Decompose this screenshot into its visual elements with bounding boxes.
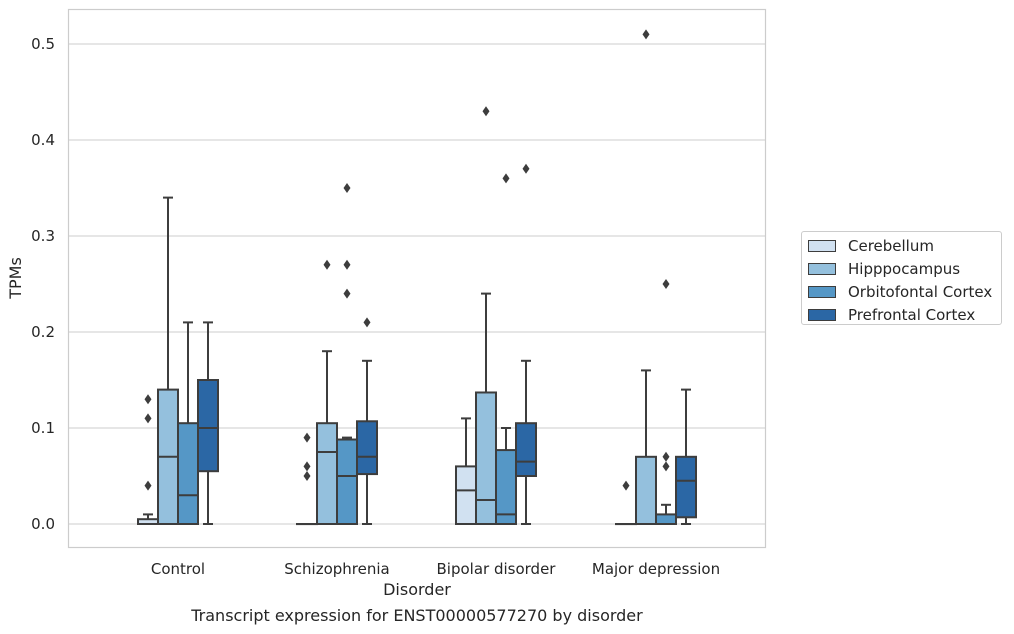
outlier-point [343,288,351,299]
legend-label: Hipppocampus [848,260,961,278]
x-tick-label: Schizophrenia [284,560,389,578]
y-axis-label: TPMs [6,257,25,300]
legend-label: Orbitofontal Cortex [848,283,993,301]
box-hipppocampus [316,422,338,526]
outlier-point [144,480,152,491]
outlier-point [303,432,311,443]
legend-item: Cerebellum [808,237,934,255]
legend-swatch [808,263,836,275]
box-orbitofontal-cortex [655,513,677,526]
outlier-point [144,394,152,405]
outlier-point [144,413,152,424]
outlier-point [502,173,510,184]
outlier-point [343,183,351,193]
legend-item: Orbitofontal Cortex [808,283,992,301]
x-tick-label: Bipolar disorder [437,560,557,578]
box-prefrontal-cortex [197,379,219,473]
outlier-point [642,29,650,40]
y-tick-label: 0.1 [31,419,55,437]
outlier-point [622,480,630,491]
y-tick-label: 0.0 [31,515,55,533]
y-tick-label: 0.5 [31,35,55,53]
box-hipppocampus [635,455,657,525]
legend-item: Prefrontal Cortex [808,306,975,324]
legend-swatch [808,240,836,252]
box-orbitofontal-cortex [177,422,199,526]
x-axis-label: Disorder [383,580,451,599]
y-tick-label: 0.4 [31,131,55,149]
legend-item: Hipppocampus [808,260,960,278]
plot-frame [67,8,767,549]
y-tick-label: 0.3 [31,227,55,245]
outlier-point [482,106,490,117]
legend-swatch [808,309,836,321]
outlier-point [522,163,530,174]
legend: Cerebellum Hipppocampus Orbitofontal Corte… [801,231,1002,325]
outlier-point [303,461,311,472]
x-tick-label: Major depression [592,560,720,578]
box-prefrontal-cortex [356,420,378,476]
box-cerebellum [455,465,477,525]
legend-label: Prefrontal Cortex [848,306,976,324]
box-prefrontal-cortex [675,455,697,519]
figure-caption: Transcript expression for ENST0000057727… [191,606,643,625]
legend-label: Cerebellum [848,237,934,255]
outlier-point [662,279,670,289]
box-hipppocampus [475,391,497,526]
outlier-point [323,259,331,270]
box-prefrontal-cortex [515,422,537,478]
box-orbitofontal-cortex [495,449,517,525]
outlier-point [662,461,670,472]
outlier-point [303,471,311,481]
y-tick-label: 0.2 [31,323,55,341]
x-tick-label: Control [151,560,205,578]
outlier-point [662,451,670,462]
outlier-point [343,259,351,270]
box-orbitofontal-cortex [336,438,358,525]
outlier-point [363,317,371,328]
legend-swatch [808,286,836,298]
